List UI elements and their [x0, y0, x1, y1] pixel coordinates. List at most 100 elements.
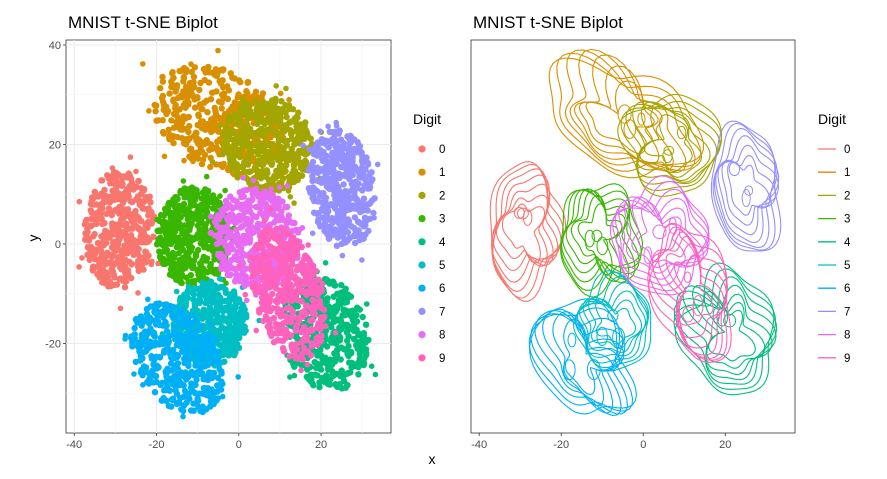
- scatter-point: [149, 217, 157, 224]
- contour-peak: [682, 306, 695, 323]
- scatter-point: [298, 367, 304, 374]
- scatter-point: [366, 172, 373, 180]
- scatter-point: [246, 154, 254, 162]
- scatter-point: [76, 264, 82, 270]
- scatter-point: [356, 355, 363, 363]
- scatter-point: [173, 108, 180, 115]
- scatter-point: [188, 61, 194, 67]
- scatter-point: [259, 90, 267, 97]
- scatter-point: [185, 390, 192, 397]
- contour-line: [612, 180, 710, 292]
- scatter-point: [163, 378, 170, 385]
- scatter-point: [112, 175, 119, 182]
- scatter-point: [93, 220, 100, 228]
- scatter-point: [123, 278, 130, 285]
- scatter-point: [280, 167, 287, 175]
- scatter-point: [265, 107, 272, 114]
- legend-label-5: 5: [439, 260, 445, 272]
- contour-line: [530, 313, 628, 415]
- scatter-point: [328, 339, 336, 346]
- scatter-point: [111, 238, 119, 245]
- contour-peak: [652, 224, 667, 240]
- scatter-point: [256, 282, 263, 290]
- scatter-point: [277, 327, 284, 334]
- scatter-point: [111, 196, 118, 203]
- scatter-point: [217, 341, 224, 349]
- scatter-point: [227, 193, 234, 200]
- scatter-point: [199, 273, 206, 280]
- scatter-point: [235, 91, 242, 98]
- scatter-point: [313, 177, 320, 184]
- contour-peak: [596, 326, 608, 347]
- scatter-point: [334, 142, 341, 149]
- scatter-point: [232, 302, 239, 309]
- scatter-point: [275, 200, 282, 207]
- scatter-point: [160, 349, 168, 356]
- scatter-point: [240, 193, 247, 200]
- scatter-point: [180, 321, 187, 329]
- scatter-point: [264, 252, 272, 259]
- scatter-point: [136, 348, 143, 355]
- scatter-point: [162, 230, 170, 237]
- scatter-point: [131, 371, 137, 377]
- scatter-point: [331, 171, 338, 178]
- scatter-point: [255, 127, 263, 135]
- scatter-point: [293, 241, 300, 248]
- scatter-point: [340, 181, 347, 188]
- scatter-point: [101, 220, 108, 227]
- scatter-point: [237, 329, 244, 337]
- scatter-point: [328, 215, 336, 222]
- scatter-point: [290, 154, 297, 161]
- scatter-point: [353, 326, 360, 333]
- scatter-point: [232, 252, 240, 259]
- scatter-point: [352, 179, 359, 187]
- scatter-point: [136, 239, 143, 246]
- scatter-point: [253, 327, 259, 334]
- contour-peak: [567, 332, 577, 348]
- legend-key-3: [418, 215, 426, 223]
- scatter-point: [313, 335, 320, 342]
- scatter-point: [166, 90, 173, 97]
- scatter-point: [131, 324, 138, 332]
- scatter-point: [332, 196, 339, 203]
- scatter-point: [250, 280, 257, 288]
- scatter-point: [143, 310, 151, 318]
- scatter-point: [244, 114, 252, 122]
- scatter-point: [205, 331, 212, 338]
- scatter-point: [348, 187, 356, 194]
- scatter-point: [227, 105, 235, 113]
- scatter-point: [268, 186, 274, 192]
- scatter-point: [324, 163, 331, 170]
- scatter-point: [241, 209, 248, 216]
- scatter-point: [337, 323, 345, 330]
- scatter-point: [163, 373, 170, 380]
- scatter-point: [258, 132, 266, 139]
- scatter-point: [339, 252, 346, 259]
- scatter-point: [193, 137, 200, 144]
- scatter-point: [190, 257, 198, 264]
- scatter-point: [249, 129, 256, 136]
- scatter-point: [109, 165, 116, 171]
- scatter-point: [361, 182, 368, 189]
- scatter-point: [185, 128, 192, 136]
- scatter-point: [220, 93, 227, 100]
- legend-key-2: [418, 191, 426, 199]
- legend-key-5: [418, 261, 426, 269]
- scatter-point: [283, 162, 290, 169]
- legend-label-4: 4: [439, 237, 446, 249]
- scatter-point: [335, 207, 343, 215]
- scatter-point: [359, 172, 366, 180]
- scatter-point: [194, 267, 201, 274]
- legend-label-6: 6: [844, 283, 850, 295]
- scatter-point: [270, 245, 278, 252]
- scatter-point: [260, 103, 267, 111]
- scatter-point: [218, 105, 225, 112]
- scatter-point: [199, 220, 206, 227]
- scatter-point: [371, 215, 377, 221]
- scatter-point: [359, 313, 366, 321]
- scatter-point: [153, 353, 160, 360]
- scatter-point: [353, 232, 361, 240]
- scatter-point: [300, 142, 306, 149]
- contour-peak: [586, 359, 601, 381]
- scatter-point: [338, 240, 345, 248]
